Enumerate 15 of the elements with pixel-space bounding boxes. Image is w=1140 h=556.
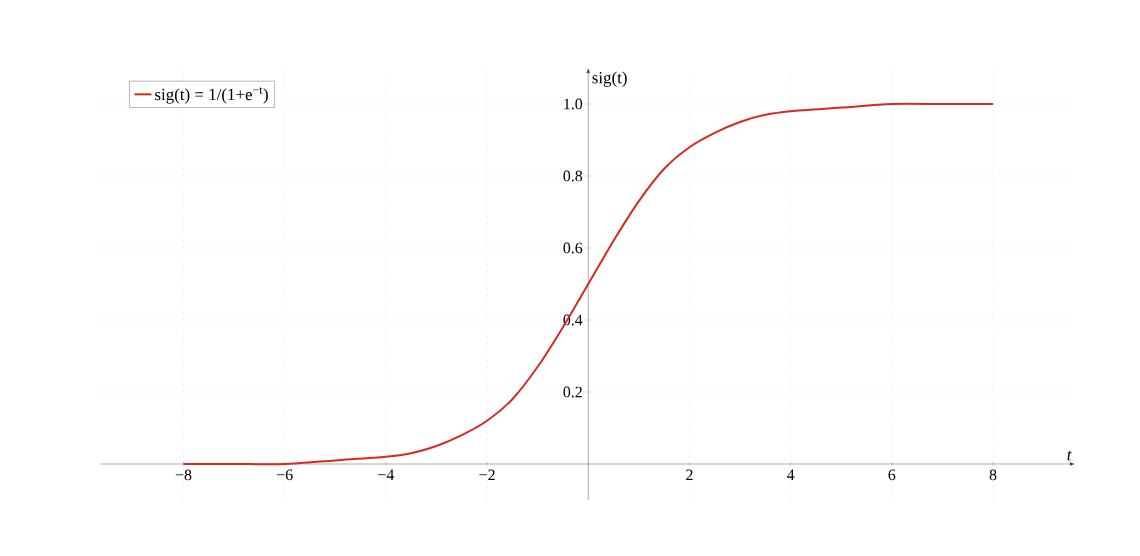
- x-tick-label: 6: [888, 469, 896, 481]
- x-tick-label: −6: [277, 469, 293, 481]
- x-tick-label: −2: [479, 469, 495, 481]
- x-tick-label: 8: [989, 469, 997, 481]
- y-tick-label: 0.6: [563, 242, 583, 254]
- x-tick-label: −8: [175, 469, 192, 481]
- x-tick-label: −4: [378, 469, 395, 480]
- x-tick-label: 2: [686, 469, 693, 481]
- x-axis-title: t: [1067, 450, 1072, 461]
- y-tick-label: 1.0: [564, 98, 583, 110]
- y-axis-title: sig(t): [592, 71, 627, 87]
- y-tick-label: 0.8: [563, 170, 583, 182]
- legend-label: sig(t) = 1/(1+e$^{−t}$): [155, 87, 268, 104]
- x-tick-label: 4: [786, 469, 795, 480]
- y-tick-label: 0.2: [563, 386, 582, 398]
